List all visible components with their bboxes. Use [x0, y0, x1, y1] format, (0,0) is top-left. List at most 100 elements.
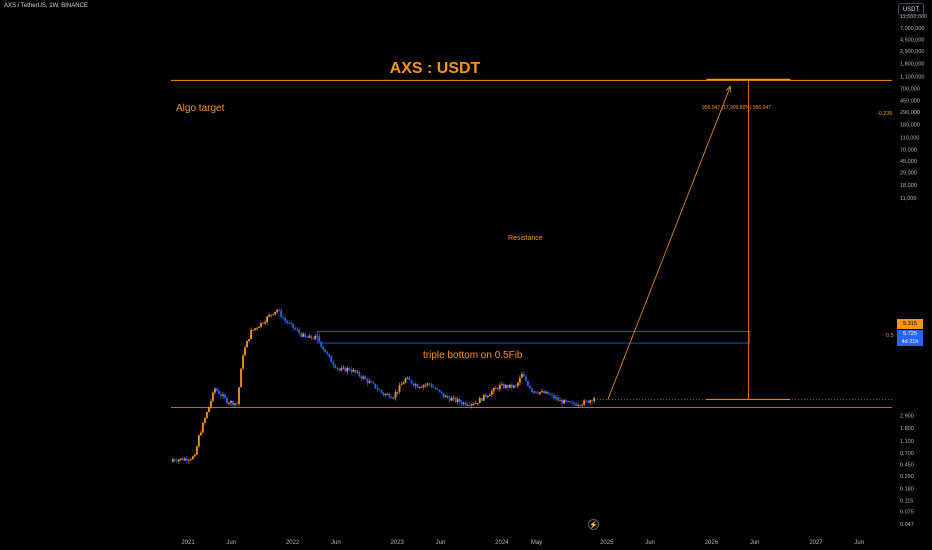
candle-body: [376, 388, 379, 390]
candle-body: [476, 402, 479, 404]
candle-body: [565, 399, 567, 402]
y-tick-label: 0.700: [900, 451, 914, 457]
candle-body: [330, 356, 333, 363]
candle-body: [428, 383, 431, 385]
x-tick-label: Jun: [436, 540, 446, 546]
candle-body: [404, 378, 407, 383]
candle-body: [228, 402, 230, 404]
candle-body: [492, 388, 495, 392]
fib-level-upper: -0.236: [877, 111, 893, 117]
candle-body: [500, 384, 503, 385]
candle-body: [494, 387, 497, 389]
candle-body: [208, 406, 210, 413]
projection-arrow[interactable]: [607, 86, 731, 400]
y-tick-label: 700,000: [900, 87, 920, 93]
candle-body: [430, 384, 433, 387]
candle-body: [384, 394, 387, 395]
resistance-box[interactable]: [316, 331, 751, 344]
candle-body: [254, 328, 256, 330]
candle-body: [474, 403, 477, 404]
candle-body: [462, 402, 465, 405]
countdown-badge: 5.725 4d 21h: [897, 330, 923, 346]
candle-body: [272, 314, 275, 316]
candle-body: [406, 378, 409, 379]
y-tick-label: 1.100: [900, 439, 914, 445]
candle-body: [324, 349, 327, 353]
candle-body: [258, 326, 260, 328]
candle-body: [484, 394, 487, 397]
candle-body: [206, 412, 208, 419]
candle-body: [224, 394, 226, 398]
candle-body: [288, 322, 291, 324]
candle-body: [280, 310, 283, 318]
candle-body: [183, 458, 186, 461]
candle-body: [587, 400, 590, 403]
candle-body: [246, 341, 248, 348]
candle-body: [175, 460, 178, 462]
candle-body: [256, 327, 258, 329]
chart-title: AXS : USDT: [389, 60, 481, 77]
y-tick-label: 450,000: [900, 98, 920, 104]
candle-body: [173, 459, 176, 461]
candle-body: [506, 385, 509, 388]
candle-body: [242, 355, 244, 369]
candle-body: [250, 329, 252, 340]
candle-body: [563, 399, 565, 404]
y-tick-label: 0.047: [900, 522, 914, 528]
candle-body: [226, 397, 228, 404]
y-tick-label: 1.800: [900, 426, 914, 432]
candle-body: [358, 371, 361, 377]
candle-body: [414, 384, 417, 386]
candle-body: [334, 365, 337, 368]
candle-body: [238, 387, 240, 404]
candle-body: [510, 384, 513, 388]
candle-body: [268, 314, 271, 317]
candle-body: [274, 311, 277, 315]
candle-body: [252, 329, 254, 331]
candle-body: [356, 371, 359, 373]
candle-body: [290, 322, 293, 324]
currency-selector[interactable]: USDT: [898, 3, 924, 16]
candle-body: [432, 386, 435, 388]
candle-body: [460, 402, 463, 405]
candle-body: [260, 322, 262, 327]
candle-body: [581, 404, 584, 406]
x-tick-label: Jun: [331, 540, 341, 546]
candle-body: [478, 398, 481, 403]
candle-body: [539, 392, 541, 394]
candle-body: [480, 398, 483, 401]
candle-body: [517, 382, 519, 387]
x-tick-label: 2022: [286, 540, 300, 546]
candle-body: [508, 384, 511, 388]
algo-target-label: Algo target: [176, 103, 225, 114]
candle-body: [440, 391, 443, 394]
candle-body: [482, 394, 485, 401]
tradingview-logo-icon[interactable]: ⚡: [588, 519, 599, 530]
candle-body: [412, 383, 415, 386]
y-tick-label: 1,800,000: [900, 62, 924, 68]
projection-arrowhead: [725, 85, 732, 93]
candle-body: [553, 395, 555, 399]
y-tick-label: 180,000: [900, 122, 920, 128]
candle-body: [416, 384, 419, 388]
candle-body: [270, 314, 273, 316]
y-tick-label: 0.450: [900, 462, 914, 468]
candle-body: [591, 400, 594, 402]
y-tick-label: 0.180: [900, 487, 914, 493]
candle-body: [496, 387, 499, 390]
y-tick-label: 0.115: [900, 498, 913, 504]
candle-body: [525, 376, 527, 382]
fib-level-lower: 0.5: [886, 333, 894, 339]
candle-body: [426, 383, 429, 385]
x-tick-label: 2025: [600, 540, 614, 546]
candle-body: [302, 333, 305, 337]
x-tick-label: 2024: [495, 540, 509, 546]
price-axis: 11,000,000 7,000,000 4,500,000 2,900,000 1,8…: [900, 14, 927, 528]
candle-body: [316, 335, 319, 337]
candle-body: [450, 398, 453, 401]
candle-body: [410, 380, 413, 384]
candle-body: [502, 384, 505, 388]
last-price-badge: 5.315: [897, 319, 923, 329]
candle-body: [332, 362, 335, 366]
